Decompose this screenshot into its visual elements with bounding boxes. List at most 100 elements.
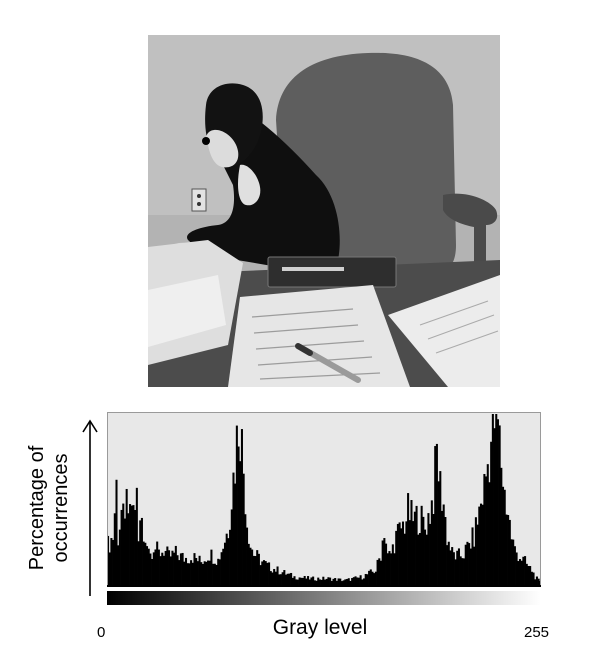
- histogram-bin: [473, 546, 476, 587]
- histogram-bin: [117, 545, 120, 587]
- histogram-bin: [346, 578, 349, 587]
- histogram-bin: [361, 579, 364, 587]
- histogram-bin: [513, 546, 516, 587]
- histogram-bin: [507, 515, 510, 587]
- histogram-bin: [285, 574, 288, 587]
- histogram-bin: [251, 549, 254, 587]
- histogram-bin: [456, 550, 459, 587]
- histogram-bin: [534, 579, 537, 587]
- histogram-bin: [390, 553, 393, 587]
- histogram-bin: [532, 572, 535, 587]
- y-axis-label: Percentage of occurrences: [26, 445, 72, 570]
- histogram-bin: [318, 579, 321, 587]
- histogram-bin: [107, 535, 110, 587]
- histogram-bin: [125, 488, 128, 587]
- histogram-bin: [349, 580, 352, 587]
- histogram-bin: [430, 500, 433, 587]
- histogram-bin: [474, 517, 477, 587]
- histogram-bin: [178, 560, 181, 587]
- histogram-bin: [485, 476, 488, 587]
- histogram-bin: [308, 579, 311, 587]
- histogram-bin: [249, 547, 252, 587]
- grayscale-photo: [148, 35, 500, 387]
- histogram-bin: [320, 579, 323, 587]
- histogram-bin: [347, 578, 350, 587]
- histogram-bin: [403, 533, 406, 587]
- histogram-bin: [186, 563, 189, 587]
- histogram-bin: [429, 523, 432, 587]
- histogram-bin: [208, 560, 211, 587]
- histogram-bin: [525, 563, 528, 587]
- histogram-bin: [325, 578, 328, 587]
- histogram-bin: [203, 561, 206, 587]
- histogram-bin: [527, 565, 530, 587]
- histogram-bin: [434, 446, 437, 587]
- histogram-bin: [110, 538, 113, 587]
- x-tick-label-min: 0: [97, 624, 106, 641]
- histogram-bin: [537, 578, 540, 587]
- histogram-bin: [508, 519, 511, 587]
- histogram-bin: [471, 527, 474, 587]
- histogram-bin: [262, 560, 266, 587]
- histogram-bin: [118, 529, 121, 587]
- histogram-bin: [417, 534, 420, 587]
- histogram-bin: [352, 577, 355, 587]
- histogram-bin: [439, 471, 442, 587]
- histogram-bin: [461, 558, 464, 587]
- histogram-bin: [524, 556, 527, 587]
- histogram-bin: [305, 578, 308, 587]
- histogram-bin: [278, 574, 281, 587]
- histogram-bin: [371, 571, 374, 587]
- histogram-bin: [493, 428, 496, 587]
- histogram-bin: [379, 560, 382, 587]
- histogram-bin: [164, 550, 167, 587]
- dog-nose: [202, 137, 210, 145]
- histogram-bin: [444, 517, 447, 587]
- histogram-bin: [242, 473, 245, 587]
- histogram-bin: [135, 487, 138, 587]
- name-plate-text: [282, 267, 344, 271]
- histogram-bin: [227, 538, 230, 587]
- histogram-bin: [388, 551, 391, 587]
- histogram-bin: [518, 559, 522, 587]
- histogram-bin: [207, 560, 210, 587]
- histogram-bin: [356, 577, 359, 587]
- histogram-bin: [515, 552, 518, 587]
- histogram-bin: [420, 505, 423, 587]
- histogram-bin: [293, 576, 296, 587]
- histogram-bin: [190, 560, 193, 587]
- histogram-bin: [391, 544, 394, 587]
- histogram-bin: [317, 577, 320, 587]
- histogram-bin: [469, 548, 472, 587]
- histogram-bin: [149, 553, 152, 587]
- histogram-bin: [159, 556, 162, 587]
- histogram-bin: [376, 559, 379, 587]
- histogram-bin: [193, 553, 196, 587]
- histogram-bin: [502, 486, 505, 587]
- histogram-bin: [378, 558, 381, 587]
- histogram-bin: [313, 580, 316, 587]
- histogram-bin: [400, 528, 403, 587]
- histogram-bin: [405, 521, 408, 587]
- histogram-bin: [123, 518, 126, 587]
- histogram-bin: [201, 563, 204, 587]
- histogram-bin: [195, 558, 198, 587]
- histogram-bin: [359, 575, 362, 587]
- histogram-bin: [522, 556, 525, 587]
- histogram-bin: [127, 513, 130, 587]
- histogram-bin: [132, 505, 135, 587]
- paper-center: [228, 285, 410, 387]
- histogram-bin: [222, 548, 225, 587]
- histogram-bin: [451, 547, 454, 587]
- histogram-bin: [162, 555, 165, 587]
- histogram-bin: [151, 558, 154, 587]
- histogram-bin: [129, 504, 132, 587]
- histogram-bin: [342, 580, 345, 587]
- histogram-bin: [232, 472, 235, 587]
- histogram-bin: [247, 543, 250, 587]
- histogram-bin: [478, 506, 481, 587]
- histogram-bin: [273, 568, 276, 587]
- histogram-bin: [440, 510, 444, 587]
- histogram-bin: [296, 579, 299, 587]
- histogram-bin: [479, 503, 483, 587]
